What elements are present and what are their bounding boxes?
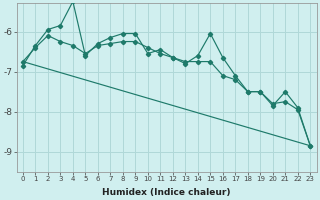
X-axis label: Humidex (Indice chaleur): Humidex (Indice chaleur)	[102, 188, 231, 197]
